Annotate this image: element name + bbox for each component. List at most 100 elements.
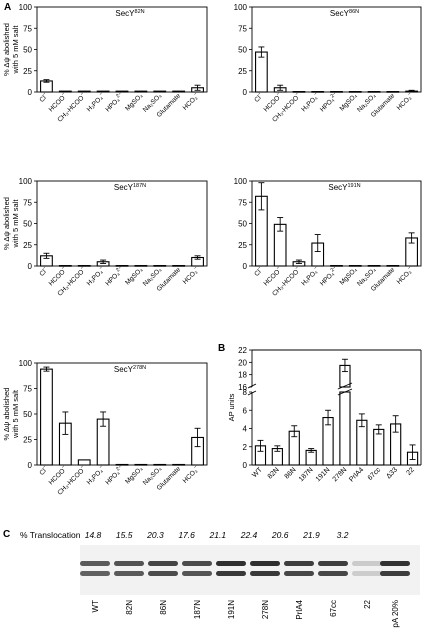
gel-band-lower	[250, 571, 280, 576]
category-label: PrlA4	[348, 466, 365, 483]
gel-band-lower	[284, 571, 314, 576]
y-axis-label: % Δψ abolished	[2, 388, 11, 441]
category-label: 86N	[284, 466, 298, 480]
panel-letter: C	[3, 529, 10, 540]
lane-label: 86N	[159, 600, 168, 615]
ion-chart-4: 0255075100SecY191NCl−HCOO−CH₃-HCOO−H₂PO₄…	[234, 177, 422, 298]
y-tick-label: 50	[23, 220, 32, 229]
category-label: H₂PO₄−	[299, 91, 321, 113]
y-tick-label: 0	[243, 88, 248, 97]
category-label: HPO₄2−	[318, 91, 340, 113]
category-label: HCO₃−	[394, 265, 415, 286]
category-label: H₂PO₄−	[299, 265, 321, 287]
lane-label: 82N	[125, 600, 134, 615]
axis-break-mark	[247, 390, 257, 396]
bar	[373, 428, 385, 466]
gel-band-upper	[380, 561, 410, 566]
y-tick-label: 50	[238, 46, 247, 55]
y-tick-label: 75	[238, 198, 247, 207]
category-label: H₂PO₄−	[84, 91, 106, 113]
y-tick-label: 2	[243, 443, 248, 452]
ap-units-chart: 0 2 4 6 816 18 20 22 AP units B WT 82N 86N 187N 191N 27…	[218, 343, 422, 484]
gel-band-lower	[182, 571, 212, 576]
bar	[77, 265, 91, 267]
gel-band-upper	[352, 561, 382, 566]
gel-band-lower	[352, 571, 382, 576]
bar	[58, 265, 72, 267]
category-label: HPO₄2−	[318, 265, 340, 287]
y-axis-label: with 5 mM salt	[11, 389, 20, 439]
category-label: HCO₃−	[180, 464, 201, 485]
category-label: HCO₃−	[180, 265, 201, 286]
gel-band-upper	[250, 561, 280, 566]
y-tick-label: 8	[243, 388, 248, 397]
bar	[172, 463, 186, 466]
ion-chart-1: 0 25 50 75 100 % Δψ abolished with 5 mM salt Se…	[2, 2, 208, 124]
y-tick-label: 50	[23, 46, 32, 55]
bar	[311, 91, 325, 93]
bar	[77, 90, 91, 93]
translocation-value: 3.2	[337, 530, 349, 540]
category-label: HCO₃−	[180, 91, 201, 112]
bar-break-mark	[337, 388, 353, 396]
bar	[367, 91, 381, 93]
bar	[386, 265, 400, 267]
category-label: HPO₄2−	[103, 464, 125, 486]
bar	[134, 90, 148, 93]
lane-label: 67cc	[329, 600, 338, 617]
y-tick-label: 75	[23, 198, 32, 207]
y-tick-label: 100	[19, 359, 33, 368]
translocation-value: 21.1	[209, 530, 227, 540]
translocation-value: 15.5	[116, 530, 133, 540]
bar	[172, 90, 186, 93]
ion-chart-5: 0 25 50 75 100 % Δψ abolished with 5 mM salt Se…	[2, 359, 208, 497]
y-tick-label: 0	[28, 88, 33, 97]
plot-frame	[36, 6, 208, 93]
bar	[292, 91, 306, 93]
y-axis-label: with 5 mM salt	[11, 25, 20, 75]
bar	[348, 91, 362, 93]
ion-chart-3: 0 25 50 75 100 % Δψ abolished with 5 mM salt Se…	[2, 177, 208, 298]
y-tick-label: 100	[19, 3, 33, 12]
y-tick-label: 0	[243, 262, 248, 271]
category-label: Cl−	[252, 265, 265, 278]
category-label: 67cc	[367, 466, 383, 482]
category-label: 278N	[332, 466, 349, 483]
bar	[58, 90, 72, 93]
category-label: Cl−	[37, 464, 50, 477]
category-label: HPO₄2−	[103, 91, 125, 113]
bar-break-mark	[337, 382, 353, 390]
lane-label: 187N	[193, 600, 202, 619]
category-label: H₂PO₄−	[84, 464, 106, 486]
lane-label: WT	[91, 600, 100, 613]
gel-band-lower	[216, 571, 246, 576]
plot-frame	[251, 6, 422, 93]
bar	[77, 459, 91, 466]
chart-title: SecY187N	[114, 183, 146, 192]
panel-letter: B	[218, 343, 225, 354]
y-tick-label: 25	[238, 67, 247, 76]
translocation-value: 20.6	[271, 530, 289, 540]
bar	[348, 265, 362, 267]
gel-band-upper	[318, 561, 348, 566]
bar	[330, 91, 343, 93]
gel-band-lower	[114, 571, 144, 576]
category-label: 187N	[298, 466, 315, 483]
y-tick-label: 75	[238, 24, 247, 33]
lane-label: 191N	[227, 600, 236, 619]
y-tick-label: 100	[19, 177, 33, 186]
y-tick-label: 75	[23, 24, 32, 33]
y-tick-label: 25	[238, 241, 247, 250]
y-axis-label: % Δψ abolished	[2, 197, 11, 250]
ion-chart-2: 0255075100SecY86NCl−HCOO−CH₃-HCOO−H₂PO₄−…	[234, 3, 422, 124]
translocation-header: % Translocation	[20, 530, 81, 540]
lane-label: pOmpA 20%	[391, 600, 400, 628]
y-tick-label: 50	[23, 410, 32, 419]
y-tick-label: 16	[238, 383, 247, 392]
category-label: HPO₄2−	[103, 265, 125, 287]
y-axis-label: AP units	[227, 393, 236, 421]
bar	[115, 463, 129, 466]
category-label: 22	[406, 466, 417, 477]
y-tick-label: 18	[238, 371, 247, 380]
